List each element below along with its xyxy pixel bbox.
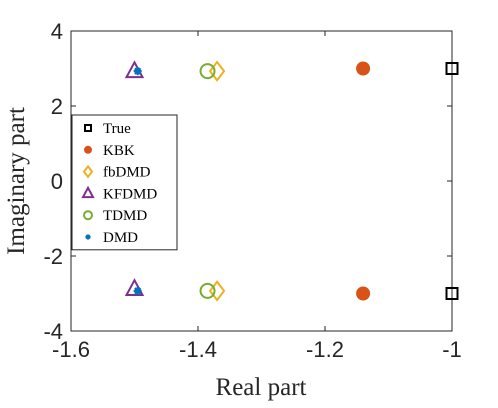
marker-dmd: [133, 67, 142, 76]
data-marks: [124, 60, 459, 302]
legend: True KBK fbDMD KFDMD TDMD DMD: [71, 114, 178, 251]
y-axis-label: Imaginary part: [3, 107, 30, 255]
marker-true: [84, 124, 92, 132]
marker-tdmd: [83, 210, 93, 221]
marker-kbk: [356, 286, 371, 301]
marker-true: [445, 62, 459, 75]
y-tick-label: -2: [43, 244, 63, 269]
marker-tdmd: [199, 282, 216, 299]
marker-kbk: [356, 61, 371, 76]
legend-label: KFDMD: [103, 186, 157, 202]
y-tick-label: 0: [51, 169, 63, 194]
marker-tdmd: [199, 63, 216, 80]
legend-label: KBK: [103, 143, 135, 159]
x-tick-label: -1.4: [179, 337, 217, 362]
marker-kfdmd: [81, 185, 95, 199]
axes: -1.6 -1.4 -1.2 -1 -4 -2 0 2 4: [43, 19, 461, 362]
marker-stroke: [85, 234, 91, 240]
legend-label: TDMD: [103, 208, 147, 224]
x-axis-label: Real part: [216, 374, 307, 401]
marker-true: [445, 287, 459, 300]
marker-stroke: [134, 287, 142, 295]
legend-label: True: [103, 121, 131, 137]
y-tick-label: 2: [51, 94, 63, 119]
marker-stroke: [134, 67, 142, 75]
legend-label: fbDMD: [103, 165, 151, 181]
y-tick-label: -4: [43, 319, 63, 344]
legend-box: [71, 114, 178, 251]
x-tick-label: -1.2: [306, 337, 344, 362]
legend-label: DMD: [103, 230, 138, 246]
x-tick-label: -1.6: [52, 337, 90, 362]
y-tick-label: 4: [51, 19, 63, 44]
marker-fbdmd: [208, 280, 226, 302]
marker-dmd: [85, 234, 91, 240]
marker-fbdmd: [82, 164, 94, 179]
marker-kbk: [84, 145, 92, 154]
marker-fbdmd: [208, 60, 226, 82]
marker-dmd: [133, 286, 142, 295]
x-tick-label: -1: [442, 337, 462, 362]
